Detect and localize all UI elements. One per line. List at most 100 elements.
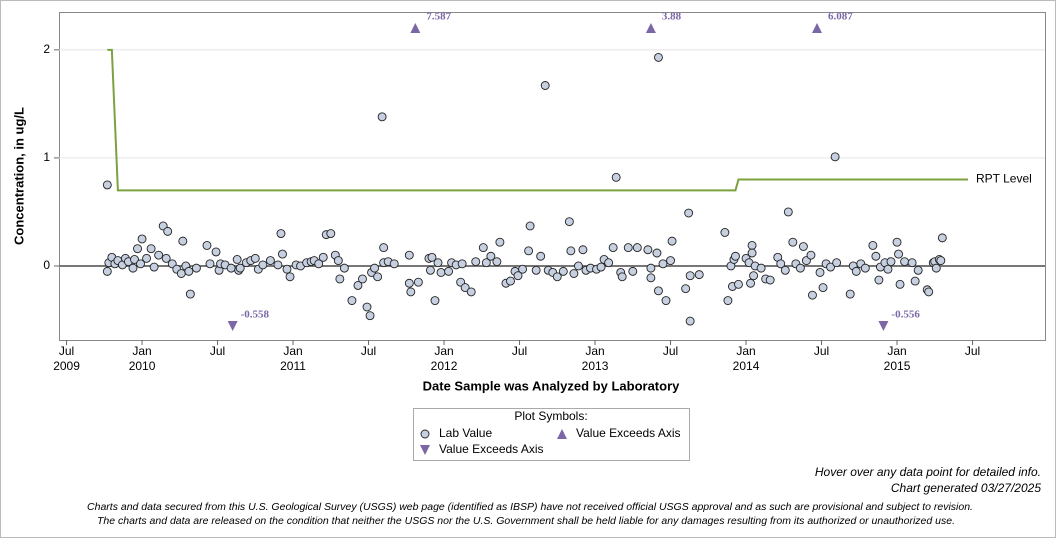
data-point bbox=[910, 276, 920, 286]
data-point bbox=[892, 237, 902, 247]
x-tick-label-line: Jan bbox=[736, 344, 755, 358]
data-point bbox=[552, 272, 562, 282]
data-point bbox=[389, 259, 399, 269]
data-point bbox=[611, 172, 621, 182]
data-point bbox=[646, 273, 656, 283]
x-tick-label-line: Jan bbox=[283, 344, 302, 358]
data-point bbox=[566, 246, 576, 256]
data-point bbox=[226, 263, 236, 273]
data-point bbox=[235, 263, 245, 273]
data-point bbox=[427, 252, 437, 262]
data-point bbox=[558, 266, 568, 276]
data-point bbox=[788, 237, 798, 247]
data-point bbox=[684, 208, 694, 218]
legend-symbol bbox=[557, 429, 567, 439]
data-point bbox=[478, 243, 488, 253]
legend-label: Lab Value bbox=[439, 426, 492, 440]
data-point bbox=[776, 259, 786, 269]
x-tick-label-line: 2013 bbox=[582, 359, 609, 373]
data-point bbox=[815, 268, 825, 277]
data-point bbox=[318, 252, 328, 262]
data-point bbox=[379, 243, 389, 253]
data-point bbox=[413, 277, 423, 287]
data-point bbox=[176, 269, 186, 278]
data-point bbox=[205, 259, 215, 269]
legend-label: Value Exceeds Axis bbox=[439, 442, 544, 456]
data-point bbox=[874, 275, 884, 285]
data-point bbox=[746, 278, 756, 288]
x-tick-label: Jan 2015 bbox=[884, 344, 911, 373]
data-point bbox=[632, 243, 642, 253]
data-point bbox=[191, 263, 201, 273]
note: Chart generated 03/27/2025 bbox=[891, 481, 1041, 495]
data-point bbox=[783, 207, 793, 217]
data-point bbox=[731, 251, 740, 261]
y-axis-label: Concentration, in ug/L bbox=[11, 107, 26, 245]
note: Hover over any data point for detailed i… bbox=[815, 465, 1041, 479]
data-point bbox=[765, 275, 775, 285]
data-point bbox=[536, 251, 546, 261]
x-tick-label-line: Jul bbox=[59, 344, 74, 358]
data-point bbox=[430, 296, 440, 306]
data-point bbox=[333, 256, 343, 266]
data-point bbox=[370, 263, 380, 273]
data-point bbox=[258, 260, 268, 270]
exceed-marker bbox=[811, 23, 822, 33]
data-point bbox=[133, 244, 142, 254]
data-point bbox=[339, 263, 349, 273]
data-point bbox=[623, 243, 633, 253]
x-tick-label-line: Jul bbox=[361, 344, 376, 358]
data-point bbox=[578, 245, 588, 255]
data-point bbox=[466, 287, 476, 297]
x-tick-label: Jan 2010 bbox=[129, 344, 156, 373]
legend-box bbox=[413, 408, 690, 461]
data-point bbox=[907, 258, 917, 268]
data-point bbox=[471, 257, 481, 267]
data-point bbox=[285, 272, 295, 282]
data-point bbox=[845, 289, 855, 299]
data-point bbox=[518, 264, 528, 274]
data-point bbox=[860, 263, 870, 273]
data-point bbox=[178, 236, 188, 246]
data-point bbox=[202, 240, 212, 250]
x-tick-label-line: 2009 bbox=[53, 359, 80, 373]
data-point bbox=[564, 217, 574, 227]
exceed-marker bbox=[227, 321, 238, 331]
data-point bbox=[365, 311, 375, 321]
data-point bbox=[895, 279, 905, 289]
data-point bbox=[608, 243, 618, 253]
data-point bbox=[136, 259, 145, 269]
data-point bbox=[654, 286, 663, 296]
data-point bbox=[326, 229, 336, 238]
data-point bbox=[506, 276, 515, 286]
data-point bbox=[871, 251, 881, 261]
data-point bbox=[694, 270, 704, 280]
data-point bbox=[826, 262, 836, 272]
data-point bbox=[163, 226, 173, 236]
data-point bbox=[250, 253, 260, 263]
data-point bbox=[142, 253, 152, 263]
data-point bbox=[540, 81, 550, 90]
exceed-label: 3.88 bbox=[662, 11, 682, 23]
data-point bbox=[937, 233, 947, 243]
data-point bbox=[652, 248, 662, 258]
data-point bbox=[102, 180, 112, 190]
data-point bbox=[666, 256, 675, 266]
data-point bbox=[276, 229, 286, 238]
data-point bbox=[924, 287, 934, 297]
data-point bbox=[335, 274, 345, 284]
data-point bbox=[444, 266, 454, 276]
data-point bbox=[362, 302, 372, 312]
x-tick-label: Jul bbox=[210, 344, 225, 358]
data-point bbox=[460, 283, 470, 293]
exceed-label: -0.556 bbox=[891, 309, 920, 321]
data-point bbox=[685, 316, 695, 326]
data-point bbox=[685, 271, 695, 281]
x-tick-label-line: 2015 bbox=[884, 359, 911, 373]
data-point bbox=[832, 258, 842, 268]
x-tick-label: Jul bbox=[361, 344, 376, 358]
disclaimer: Charts and data secured from this U.S. G… bbox=[87, 501, 973, 513]
data-point bbox=[628, 266, 638, 276]
data-point bbox=[492, 257, 502, 267]
x-tick-label: Jan 2012 bbox=[431, 344, 458, 373]
